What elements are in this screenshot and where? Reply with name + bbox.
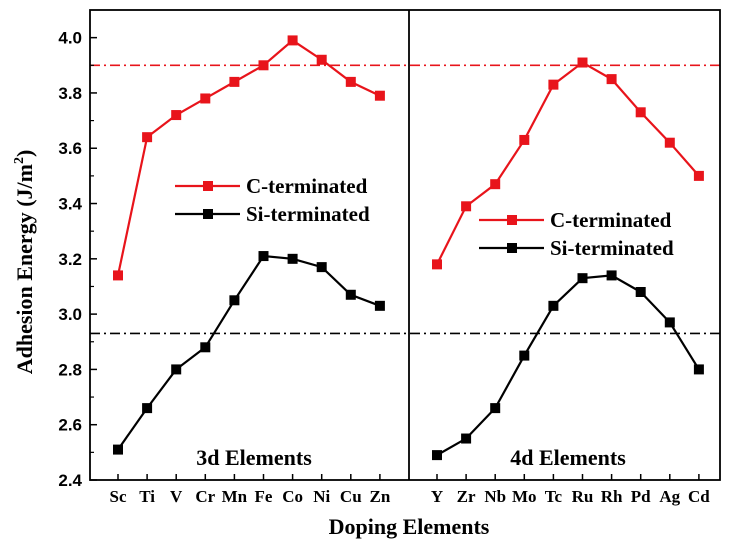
x-tick-label-Tc: Tc xyxy=(545,487,563,506)
legend-label-c-terminated: C-terminated xyxy=(246,174,368,198)
legend-label-si-terminated: Si-terminated xyxy=(550,236,674,260)
data-point-Mn-c xyxy=(229,76,240,87)
x-tick-label-Co: Co xyxy=(282,487,303,506)
data-point-Cu-c xyxy=(345,76,356,87)
data-point-Nb-si xyxy=(490,403,501,414)
series-line-4d-c xyxy=(436,61,700,265)
data-point-Ti-si xyxy=(142,403,153,414)
data-point-Pd-si xyxy=(635,287,646,297)
x-tick-label-Ti: Ti xyxy=(139,487,155,506)
x-tick-label-Sc: Sc xyxy=(110,487,127,506)
data-point-Pd-c xyxy=(635,107,646,118)
x-tick-label-Cu: Cu xyxy=(340,487,362,506)
legend-marker xyxy=(507,215,517,225)
y-tick-label-3.4: 3.4 xyxy=(58,195,82,214)
series-line-4d-si xyxy=(436,274,700,457)
data-point-V-c xyxy=(171,110,182,121)
y-tick-label-2.8: 2.8 xyxy=(58,360,82,379)
x-tick-label-Fe: Fe xyxy=(255,487,273,506)
x-tick-label-Ru: Ru xyxy=(572,487,594,506)
data-point-Ru-c xyxy=(577,57,588,68)
reference-lines xyxy=(90,64,720,335)
x-tick-label-Cd: Cd xyxy=(688,487,710,506)
x-tick-label-Rh: Rh xyxy=(601,487,623,506)
data-point-Mo-si xyxy=(519,350,530,361)
data-point-Rh-c xyxy=(606,74,617,85)
y-tick-label-4.0: 4.0 xyxy=(58,29,82,48)
x-tick-label-Nb: Nb xyxy=(484,487,506,506)
legend-marker xyxy=(507,243,517,253)
y-axis-title: Adhesion Energy (J/m2) xyxy=(12,150,37,375)
data-point-V-si xyxy=(171,364,182,375)
data-point-Ag-si xyxy=(664,317,675,328)
data-point-Cr-si xyxy=(200,342,211,353)
x-tick-label-Zn: Zn xyxy=(370,487,391,506)
y-tick-label-3.6: 3.6 xyxy=(58,139,82,158)
series-line-3d-si xyxy=(117,254,381,451)
data-point-Zr-c xyxy=(461,201,472,212)
data-point-Nb-c xyxy=(490,179,501,190)
x-tick-label-Pd: Pd xyxy=(631,487,651,506)
x-tick-label-Ni: Ni xyxy=(313,487,330,506)
data-point-Ag-c xyxy=(664,137,675,148)
legend-marker xyxy=(203,209,213,219)
data-point-Co-si xyxy=(287,253,298,264)
data-point-Ti-c xyxy=(142,132,153,143)
x-axis-title: Doping Elements xyxy=(329,514,490,539)
data-point-Ni-si xyxy=(316,262,327,273)
x-tick-label-V: V xyxy=(170,487,183,506)
data-point-Fe-si xyxy=(258,251,269,262)
data-point-Tc-si xyxy=(548,300,559,311)
legend-marker xyxy=(203,181,213,191)
data-point-Mn-si xyxy=(229,295,240,306)
y-tick-label-2.6: 2.6 xyxy=(58,416,82,435)
panel-label-2: 4d Elements xyxy=(510,445,626,470)
y-tick-label-3.0: 3.0 xyxy=(58,305,82,324)
series-line-3d-c xyxy=(116,39,381,276)
x-tick-label-Zr: Zr xyxy=(457,487,476,506)
y-tick-label-2.4: 2.4 xyxy=(58,471,82,490)
data-point-Ni-c xyxy=(316,54,327,65)
legends: C-terminated Si-terminated C-terminated Si-… xyxy=(175,174,674,260)
series-layer xyxy=(113,35,704,461)
data-point-Co-c xyxy=(287,35,298,46)
data-point-Ru-si xyxy=(577,273,588,284)
data-point-Sc-si xyxy=(113,444,123,455)
data-point-Tc-c xyxy=(548,79,559,90)
data-point-Fe-c xyxy=(258,60,269,71)
data-point-Zn-si xyxy=(374,300,385,311)
y-tick-label-3.2: 3.2 xyxy=(58,250,82,269)
data-point-Cu-si xyxy=(345,289,356,300)
data-point-Sc-c xyxy=(113,270,123,281)
data-point-Zr-si xyxy=(461,433,472,444)
tick-labels: Sc Ti V Cr Mn Fe Co Ni Cu Zn 3d Elements Y Zr Nb Mo Tc R… xyxy=(58,29,710,506)
data-point-Mo-c xyxy=(519,134,530,145)
x-tick-label-Cr: Cr xyxy=(195,487,215,506)
data-point-Y-c xyxy=(432,259,442,270)
panel-label-1: 3d Elements xyxy=(196,445,312,470)
x-tick-label-Ag: Ag xyxy=(659,487,680,506)
plot-frame xyxy=(89,9,721,481)
x-tick-label-Mn: Mn xyxy=(222,487,248,506)
data-point-Y-si xyxy=(432,450,442,461)
axes-layer xyxy=(89,9,721,481)
legend-label-c-terminated: C-terminated xyxy=(550,208,672,232)
x-tick-label-Mo: Mo xyxy=(512,487,537,506)
data-point-Cr-c xyxy=(200,93,211,104)
y-tick-label-3.8: 3.8 xyxy=(58,84,82,103)
data-point-Cd-c xyxy=(693,170,704,181)
data-point-Cd-si xyxy=(693,364,704,375)
legend-label-si-terminated: Si-terminated xyxy=(246,202,370,226)
x-tick-label-Y: Y xyxy=(431,487,443,506)
data-point-Zn-c xyxy=(374,90,385,101)
data-point-Rh-si xyxy=(606,270,617,281)
